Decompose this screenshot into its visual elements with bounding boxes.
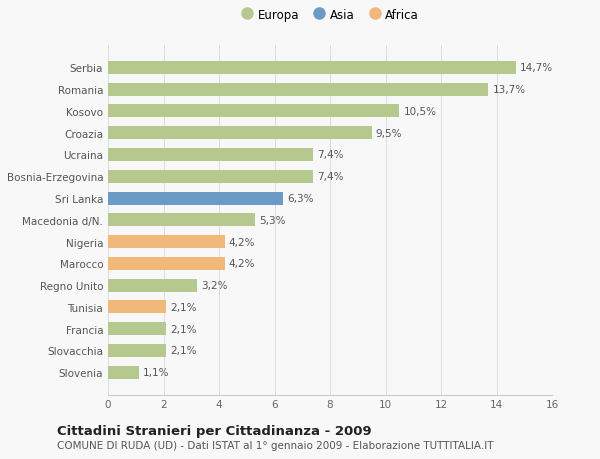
Text: 2,1%: 2,1%: [170, 346, 197, 356]
Bar: [108, 366, 139, 379]
Text: 4,2%: 4,2%: [229, 259, 255, 269]
Text: 6,3%: 6,3%: [287, 194, 313, 204]
Text: COMUNE DI RUDA (UD) - Dati ISTAT al 1° gennaio 2009 - Elaborazione TUTTITALIA.IT: COMUNE DI RUDA (UD) - Dati ISTAT al 1° g…: [57, 440, 493, 450]
Bar: [108, 344, 166, 357]
Text: 4,2%: 4,2%: [229, 237, 255, 247]
Text: 2,1%: 2,1%: [170, 324, 197, 334]
Bar: [108, 214, 255, 227]
Bar: [108, 322, 166, 336]
Text: 2,1%: 2,1%: [170, 302, 197, 312]
Bar: [108, 235, 224, 249]
Bar: [108, 170, 313, 184]
Bar: [108, 279, 197, 292]
Text: 14,7%: 14,7%: [520, 63, 553, 73]
Bar: [108, 84, 488, 96]
Bar: [108, 192, 283, 205]
Text: 5,3%: 5,3%: [259, 215, 286, 225]
Text: 1,1%: 1,1%: [143, 367, 169, 377]
Bar: [108, 257, 224, 270]
Text: 7,4%: 7,4%: [317, 150, 344, 160]
Text: 7,4%: 7,4%: [317, 172, 344, 182]
Bar: [108, 301, 166, 313]
Text: 3,2%: 3,2%: [201, 280, 227, 291]
Bar: [108, 105, 400, 118]
Text: Cittadini Stranieri per Cittadinanza - 2009: Cittadini Stranieri per Cittadinanza - 2…: [57, 425, 371, 437]
Text: 9,5%: 9,5%: [376, 129, 402, 139]
Bar: [108, 62, 516, 75]
Text: 13,7%: 13,7%: [493, 85, 526, 95]
Legend: Europa, Asia, Africa: Europa, Asia, Africa: [239, 6, 421, 24]
Bar: [108, 149, 313, 162]
Bar: [108, 127, 371, 140]
Text: 10,5%: 10,5%: [404, 107, 437, 117]
